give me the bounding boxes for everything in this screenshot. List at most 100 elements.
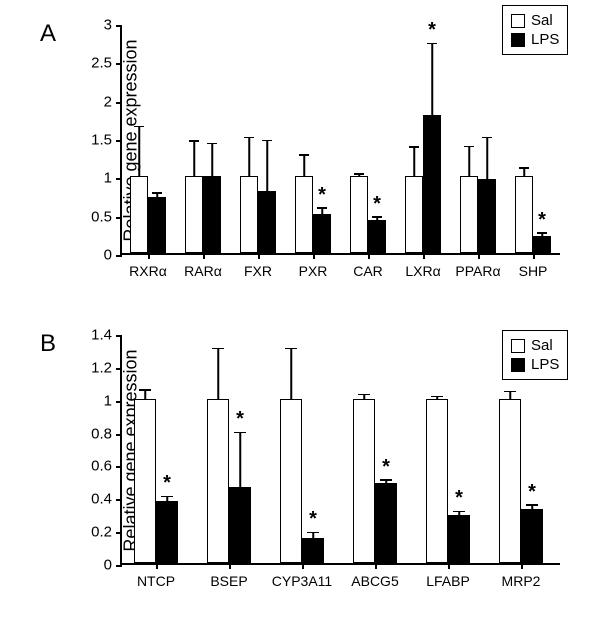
x-axis-label: RARα (184, 263, 222, 279)
legend-swatch (511, 339, 525, 353)
y-tick (116, 25, 122, 27)
y-tick (116, 466, 122, 468)
x-axis-label: SHP (519, 263, 548, 279)
x-tick (368, 253, 370, 259)
significance-asterisk: * (373, 193, 381, 216)
error-cap (139, 389, 151, 391)
error-bar (303, 156, 305, 177)
bar-lps (258, 191, 276, 253)
error-cap (464, 146, 474, 148)
bar-sal (130, 176, 148, 253)
legend-swatch (511, 14, 525, 28)
legend-label: Sal (531, 12, 553, 29)
bar-lps (478, 179, 496, 253)
y-tick-label: 1.2 (91, 359, 112, 376)
bar-sal (134, 399, 156, 563)
error-bar (312, 533, 314, 538)
significance-asterisk: * (309, 508, 317, 531)
y-tick (116, 178, 122, 180)
x-tick (258, 253, 260, 259)
bar-sal (499, 399, 521, 563)
bar-lps (148, 197, 166, 253)
x-axis-label: BSEP (210, 573, 247, 589)
legend: Sal LPS (502, 5, 568, 55)
y-tick (116, 335, 122, 337)
significance-asterisk: * (382, 456, 390, 479)
significance-asterisk: * (318, 184, 326, 207)
x-axis-label: NTCP (137, 573, 175, 589)
significance-asterisk: * (163, 472, 171, 495)
y-tick-label: 0 (104, 247, 112, 264)
x-tick (375, 563, 377, 569)
error-cap (519, 167, 529, 169)
error-cap (504, 391, 516, 393)
error-bar (436, 397, 438, 399)
error-bar (468, 147, 470, 176)
error-bar (321, 209, 323, 214)
bar-lps (521, 509, 543, 563)
error-cap (380, 479, 392, 481)
bar-lps (423, 115, 441, 253)
legend: Sal LPS (502, 330, 568, 380)
y-tick (116, 217, 122, 219)
error-bar (376, 218, 378, 220)
error-cap (161, 496, 173, 498)
error-bar (166, 497, 168, 500)
plot-area: 00.20.40.60.811.21.4*NTCP*BSEP*CYP3A11*A… (120, 335, 560, 565)
y-tick (116, 499, 122, 501)
bar-sal (185, 176, 203, 253)
x-axis-label: MRP2 (502, 573, 541, 589)
x-tick (533, 253, 535, 259)
x-tick (203, 253, 205, 259)
error-cap (409, 146, 419, 148)
x-tick (423, 253, 425, 259)
y-tick-label: 1.5 (91, 132, 112, 149)
legend-label: Sal (531, 337, 553, 354)
y-tick (116, 255, 122, 257)
bar-lps (229, 487, 251, 563)
significance-asterisk: * (455, 487, 463, 510)
error-bar (266, 141, 268, 191)
x-axis-label: CAR (353, 263, 383, 279)
error-bar (531, 506, 533, 509)
error-bar (239, 433, 241, 487)
bar-sal (460, 176, 478, 253)
panel-label: B (40, 330, 56, 358)
x-tick (313, 253, 315, 259)
error-bar (156, 194, 158, 197)
legend-item: LPS (511, 356, 559, 373)
error-bar (523, 169, 525, 177)
error-cap (212, 348, 224, 350)
x-axis-label: LFABP (426, 573, 470, 589)
error-cap (207, 143, 217, 145)
y-tick-label: 0.6 (91, 458, 112, 475)
x-tick (302, 563, 304, 569)
bar-lps (448, 515, 470, 563)
y-tick-label: 1 (104, 392, 112, 409)
error-cap (427, 43, 437, 45)
legend-item: Sal (511, 337, 559, 354)
bar-lps (533, 236, 551, 253)
error-bar (385, 481, 387, 483)
error-bar (138, 127, 140, 176)
error-cap (234, 432, 246, 434)
error-cap (134, 126, 144, 128)
y-tick-label: 1.4 (91, 327, 112, 344)
y-tick (116, 532, 122, 534)
legend-swatch (511, 33, 525, 47)
error-bar (193, 142, 195, 177)
error-bar (431, 44, 433, 115)
error-bar (413, 148, 415, 176)
x-tick (156, 563, 158, 569)
y-tick-label: 0.2 (91, 524, 112, 541)
y-tick-label: 1 (104, 170, 112, 187)
error-cap (526, 504, 538, 506)
error-bar (290, 349, 292, 398)
x-axis-label: RXRα (129, 263, 167, 279)
error-cap (189, 140, 199, 142)
y-tick (116, 63, 122, 65)
error-cap (299, 154, 309, 156)
legend-label: LPS (531, 31, 559, 48)
bar-sal (280, 399, 302, 563)
plot-area: 00.511.522.53RXRαRARαFXR*PXR*CAR*LXRαPPA… (120, 25, 560, 255)
